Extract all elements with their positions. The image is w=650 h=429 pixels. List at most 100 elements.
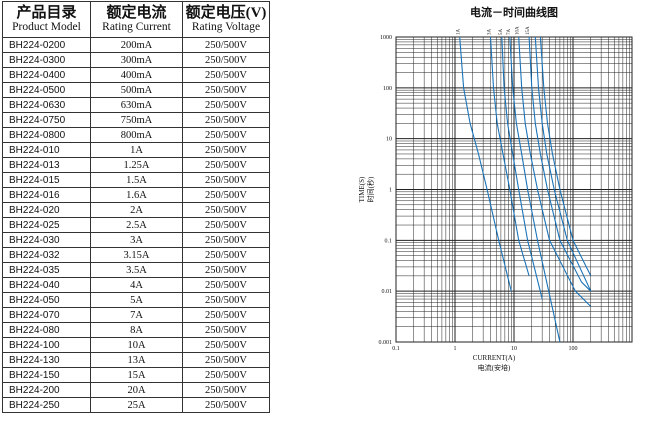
rating-voltage-cell: 250/500V [182,232,270,248]
rating-voltage-cell: 250/500V [182,187,270,203]
rating-voltage-cell: 250/500V [182,352,270,368]
rating-current-cell: 300mA [90,52,183,68]
rating-voltage-cell: 250/500V [182,157,270,173]
product-model-cell: BH224-0400 [2,67,91,83]
rating-current-cell: 200mA [90,37,183,53]
product-model-cell: BH224-150 [2,367,91,383]
rating-current-cell: 1.5A [90,172,183,188]
rating-current-cell: 1.25A [90,157,183,173]
x-tick-label: 0.1 [392,346,400,352]
table-row: BH224-0800 800mA 250/500V [2,127,270,143]
rating-current-cell: 15A [90,367,183,383]
series-label: 3A [488,29,493,36]
rating-current-cell: 2.5A [90,217,183,233]
rating-current-cell: 5A [90,292,183,308]
product-model-cell: BH224-0200 [2,37,91,53]
rating-voltage-cell: 250/500V [182,292,270,308]
rating-voltage-cell: 250/500V [182,37,270,53]
product-model-cell: BH224-0630 [2,97,91,113]
product-model-cell: BH224-130 [2,352,91,368]
x-tick-label: 10 [511,346,517,352]
table-row: BH224-040 4A 250/500V [2,277,270,293]
table-row: BH224-250 25A 250/500V [2,397,270,413]
product-model-cell: BH224-0500 [2,82,91,98]
series-label: 15A [526,26,531,35]
rating-current-cell: 1.6A [90,187,183,203]
header-rating-current: 额定电流 Rating Current [90,1,183,38]
y-tick-label: 0.001 [379,340,393,346]
table-row: BH224-050 5A 250/500V [2,292,270,308]
table-row: BH224-015 1.5A 250/500V [2,172,270,188]
rating-voltage-cell: 250/500V [182,172,270,188]
table-row: BH224-020 2A 250/500V [2,202,270,218]
header-zh: 产品目录 [16,4,77,21]
header-rating-voltage: 额定电压(V) Rating Voltage [182,1,270,38]
rating-current-cell: 4A [90,277,183,293]
product-model-cell: BH224-010 [2,142,91,158]
rating-current-cell: 7A [90,307,183,323]
product-model-cell: BH224-025 [2,217,91,233]
product-model-cell: BH224-100 [2,337,91,353]
series-line-8 [539,36,592,277]
series-line-7 [534,36,592,292]
y-tick-label: 0.01 [382,289,393,295]
product-spec-table: 产品目录 Product Model 额定电流 Rating Current 额… [2,1,270,413]
chart-title: 电流－时间曲线图 [470,5,558,19]
rating-current-cell: 10A [90,337,183,353]
rating-current-cell: 630mA [90,97,183,113]
table-body: BH224-0200 200mA 250/500V BH224-0300 300mA 25… [2,37,270,413]
series-label: 5A [499,29,504,36]
table-row: BH224-025 2.5A 250/500V [2,217,270,233]
x-axis-label: CURRENT(A) [473,354,516,362]
table-row: BH224-150 15A 250/500V [2,367,270,383]
rating-current-cell: 1A [90,142,183,158]
product-model-cell: BH224-020 [2,202,91,218]
y-tick-label: 100 [383,86,392,92]
product-model-cell: BH224-040 [2,277,91,293]
series-label: 7A [507,29,512,36]
rating-voltage-cell: 250/500V [182,82,270,98]
y-tick-label: 10 [386,137,392,143]
product-model-cell: BH224-013 [2,157,91,173]
rating-current-cell: 750mA [90,112,183,128]
table-row: BH224-013 1.25A 250/500V [2,157,270,173]
rating-voltage-cell: 250/500V [182,202,270,218]
rating-voltage-cell: 250/500V [182,127,270,143]
series-line-15a [528,36,592,292]
series-line-1a [459,36,512,292]
product-model-cell: BH224-070 [2,307,91,323]
series-label: 1A [457,29,462,36]
table-row: BH224-030 3A 250/500V [2,232,270,248]
rating-current-cell: 2A [90,202,183,218]
table-row: BH224-0200 200mA 250/500V [2,37,270,53]
x-axis-label-zh: 电流(安培) [478,363,511,372]
header-product-model: 产品目录 Product Model [2,1,91,38]
rating-current-cell: 3A [90,232,183,248]
product-model-cell: BH224-030 [2,232,91,248]
rating-current-cell: 800mA [90,127,183,143]
product-model-cell: BH224-0750 [2,112,91,128]
series-line-3a [489,36,530,277]
header-zh: 额定电流 [106,4,167,21]
table-row: BH224-080 8A 250/500V [2,322,270,338]
rating-current-cell: 20A [90,382,183,398]
table-header-row: 产品目录 Product Model 额定电流 Rating Current 额… [2,1,270,38]
header-en: Product Model [12,21,81,34]
rating-voltage-cell: 250/500V [182,67,270,83]
product-model-cell: BH224-200 [2,382,91,398]
rating-voltage-cell: 250/500V [182,307,270,323]
table-row: BH224-032 3.15A 250/500V [2,247,270,263]
table-row: BH224-0400 400mA 250/500V [2,67,270,83]
y-tick-label: 1 [389,188,392,194]
series-line-7a [509,36,561,343]
rating-voltage-cell: 250/500V [182,382,270,398]
product-model-cell: BH224-0300 [2,52,91,68]
table-row: BH224-016 1.6A 250/500V [2,187,270,203]
rating-voltage-cell: 250/500V [182,337,270,353]
y-axis-label: TIME(S) [358,176,366,202]
rating-current-cell: 400mA [90,67,183,83]
header-zh: 额定电压(V) [185,4,267,21]
table-row: BH224-070 7A 250/500V [2,307,270,323]
rating-voltage-cell: 250/500V [182,367,270,383]
